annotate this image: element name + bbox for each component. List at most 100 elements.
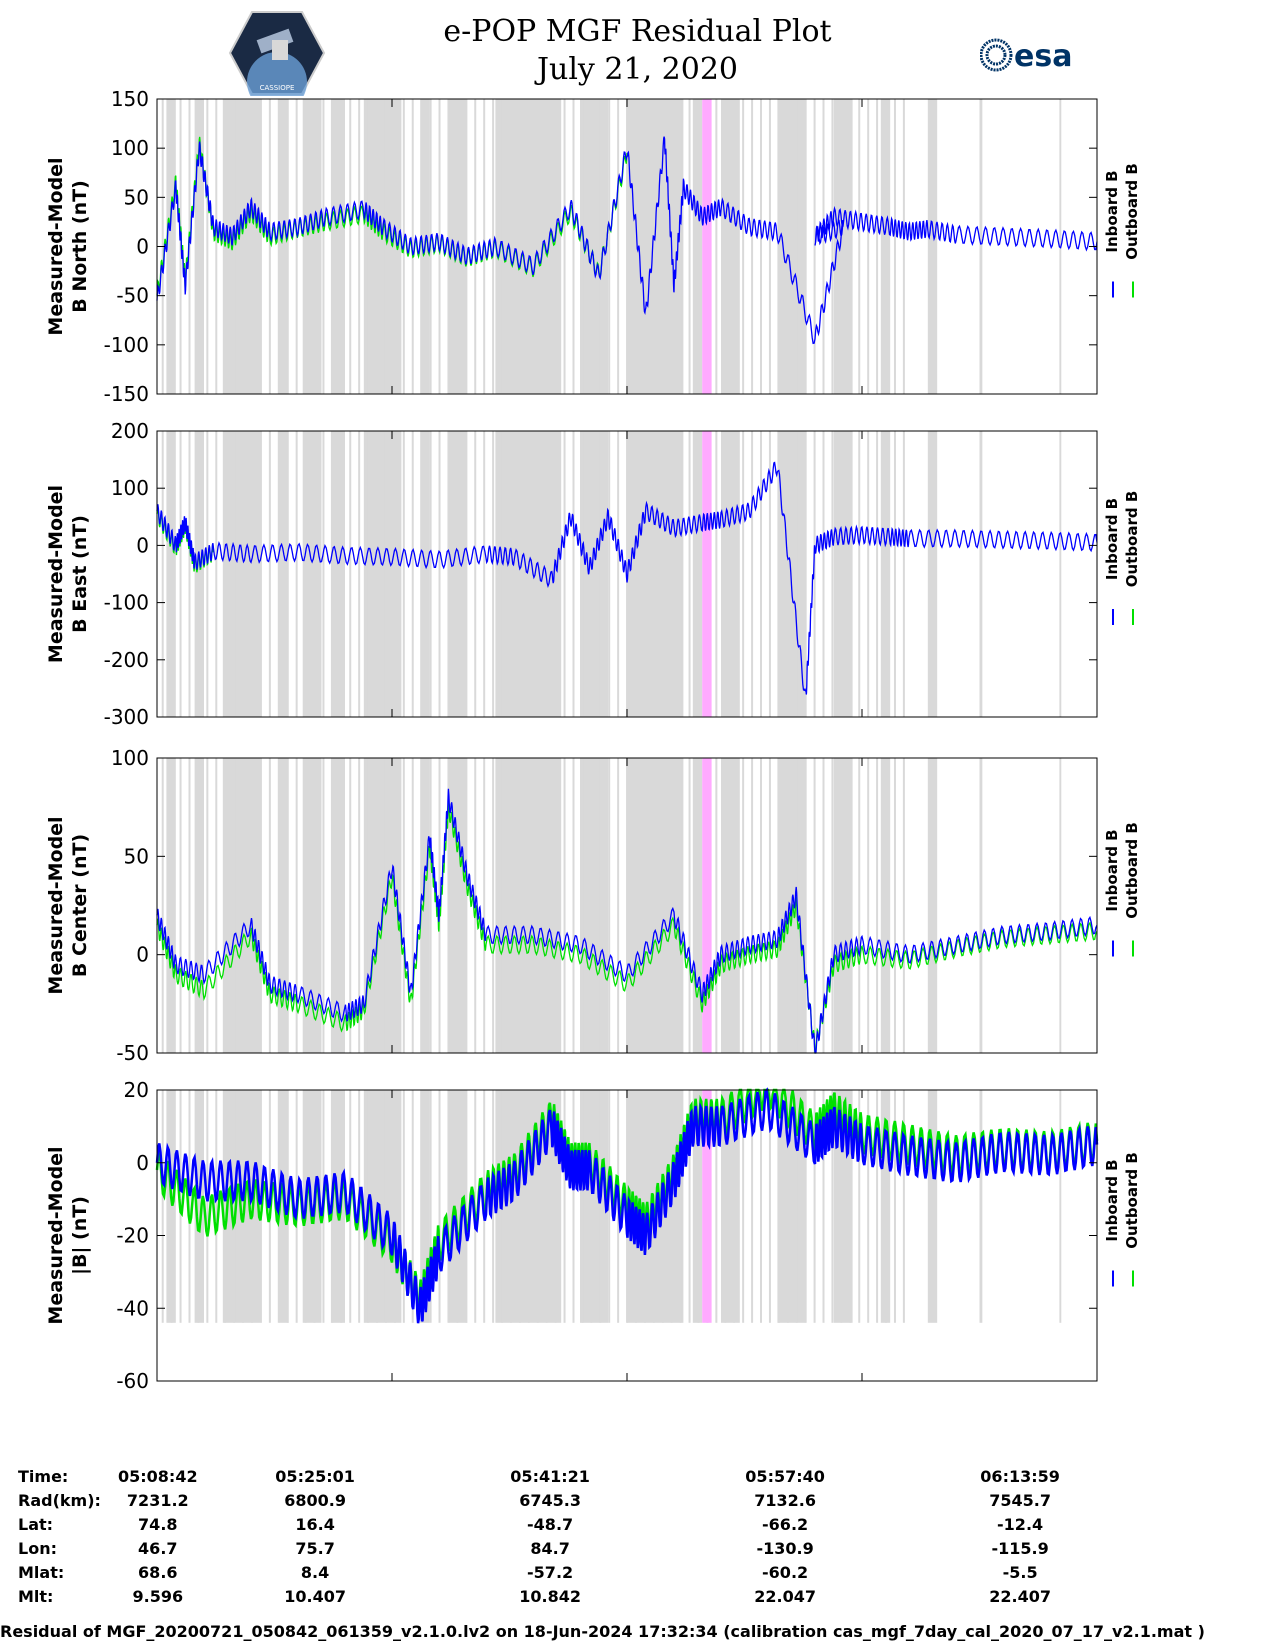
shade-line xyxy=(688,758,691,1053)
shade-line xyxy=(599,758,602,1053)
shade-line xyxy=(197,758,200,1053)
shade-line xyxy=(429,758,432,1053)
shade-line xyxy=(617,758,620,1053)
shade-line xyxy=(447,1090,450,1323)
shade-line xyxy=(349,758,352,1053)
shade-line xyxy=(438,431,441,717)
shade-line xyxy=(465,1090,468,1323)
shade-line xyxy=(697,99,700,394)
legend-label: Outboard B xyxy=(1123,822,1141,919)
shade-line xyxy=(411,431,414,717)
shade-line xyxy=(367,431,370,717)
shade-line xyxy=(581,431,584,717)
shade-line xyxy=(742,431,745,717)
esa-logo: esa xyxy=(980,38,1072,72)
shade-line xyxy=(233,99,236,394)
shade-line xyxy=(545,431,548,717)
shade-line xyxy=(777,431,780,717)
y-axis-label: B Center (nT) xyxy=(69,834,91,977)
shade-line xyxy=(242,1090,245,1323)
shade-line xyxy=(804,99,807,394)
shade-line xyxy=(804,1090,807,1323)
shade-line xyxy=(858,1090,861,1323)
shade-line xyxy=(420,99,423,394)
shade-line xyxy=(590,99,593,394)
y-tick-label: 100 xyxy=(111,746,149,770)
info-row: Lat: 74.8 16.4 -48.7 -66.2 -12.4 xyxy=(18,1512,1138,1536)
shade-line xyxy=(322,99,325,394)
info-value: -60.2 xyxy=(762,1562,809,1582)
shade-line xyxy=(447,758,450,1053)
panel-3: 100 50 0 -50 Measured-Model B Center (nT) Inbo… xyxy=(45,746,1141,1065)
shade-line xyxy=(304,99,307,394)
shade-line xyxy=(733,431,736,717)
shade-line xyxy=(197,99,200,394)
legend-label: Outboard B xyxy=(1123,1152,1141,1249)
shade-line xyxy=(304,431,307,717)
shade-line xyxy=(456,758,459,1053)
shade-band xyxy=(833,758,853,1053)
shade-line xyxy=(643,758,646,1053)
shade-line xyxy=(786,1090,789,1323)
shade-line xyxy=(304,758,307,1053)
shade-band xyxy=(979,99,983,394)
info-value: 05:41:21 xyxy=(510,1466,590,1486)
shade-line xyxy=(242,431,245,717)
info-value: 6800.9 xyxy=(284,1490,346,1510)
shade-line xyxy=(858,99,861,394)
info-value: 9.596 xyxy=(132,1586,184,1606)
info-value: 7231.2 xyxy=(126,1490,189,1510)
shade-line xyxy=(518,431,521,717)
shade-line xyxy=(233,758,236,1053)
info-value: -12.4 xyxy=(997,1514,1044,1534)
shade-line xyxy=(554,1090,557,1323)
shade-line xyxy=(867,758,870,1053)
shade-band xyxy=(580,758,609,1053)
shade-band xyxy=(279,758,289,1053)
series-inboard-b xyxy=(156,461,1098,695)
info-value: 06:13:59 xyxy=(980,1466,1060,1486)
shade-line xyxy=(661,431,664,717)
shade-line xyxy=(661,99,664,394)
footer-caption: Residual of MGF_20200721_050842_061359_v… xyxy=(0,1622,1205,1641)
shade-line xyxy=(893,1090,896,1323)
shade-band xyxy=(833,431,853,717)
highlight-band xyxy=(702,1090,712,1323)
info-value: 8.4 xyxy=(300,1562,330,1582)
y-tick-label: -200 xyxy=(104,648,149,672)
shade-line xyxy=(224,758,227,1053)
shade-line xyxy=(777,758,780,1053)
shade-line xyxy=(251,431,253,717)
info-value: 10.407 xyxy=(284,1586,346,1606)
shade-line xyxy=(599,1090,602,1323)
shade-line xyxy=(590,431,593,717)
legend-label: Outboard B xyxy=(1123,491,1141,588)
shade-line xyxy=(813,99,816,394)
shade-line xyxy=(206,758,209,1053)
y-tick-label: -50 xyxy=(116,1041,149,1065)
shade-line xyxy=(608,431,611,717)
shade-line xyxy=(376,431,379,717)
shade-line xyxy=(527,1090,530,1323)
info-row-label: Lon: xyxy=(18,1538,57,1558)
shade-line xyxy=(831,431,834,717)
shade-line xyxy=(751,431,754,717)
shade-line xyxy=(402,758,405,1053)
shade-line xyxy=(465,758,468,1053)
shade-line xyxy=(652,758,655,1053)
shade-line xyxy=(384,431,387,717)
shade-line xyxy=(492,431,495,717)
shade-line xyxy=(813,431,816,717)
shade-line xyxy=(536,99,539,394)
shade-line xyxy=(233,431,236,717)
shade-line xyxy=(760,1090,763,1323)
shade-line xyxy=(688,431,691,717)
shade-line xyxy=(599,431,602,717)
shade-line xyxy=(509,99,512,394)
shade-line xyxy=(242,99,245,394)
y-tick-label: -40 xyxy=(116,1296,149,1320)
shade-band xyxy=(979,758,983,1053)
shade-line xyxy=(661,758,664,1053)
shade-band xyxy=(927,99,938,394)
